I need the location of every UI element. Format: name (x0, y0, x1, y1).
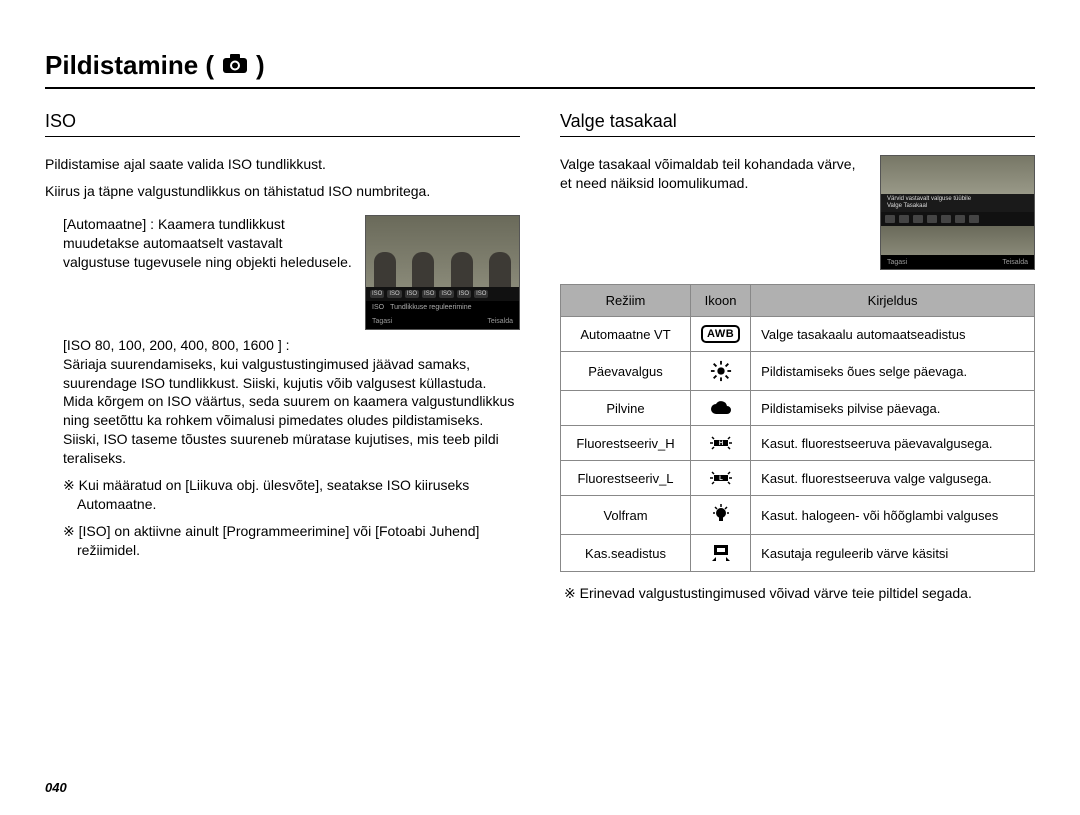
desc-cell: Kasut. fluorestseeruva päevavalgusega. (751, 426, 1035, 461)
iso-note-2: ※ [ISO] on aktiivne ainult [Programmeeri… (63, 522, 520, 560)
mode-cell: Volfram (561, 496, 691, 535)
svg-text:L: L (719, 476, 723, 482)
icon-cell (691, 352, 751, 391)
wb-shot-line2: Valge Tasakaal (887, 203, 1028, 210)
table-row: Pilvine Pildistamiseks pilvise päevaga. (561, 391, 1035, 426)
th-icon: Ikoon (691, 285, 751, 317)
table-row: Fluorestseeriv_L L Kasut. fluorestseeruva … (561, 461, 1035, 496)
desc-cell: Kasut. fluorestseeruva valge valgusega. (751, 461, 1035, 496)
cloud-icon (709, 399, 733, 417)
table-header-row: Režiim Ikoon Kirjeldus (561, 285, 1035, 317)
iso-shot-caption: Tundlikkuse reguleerimine (390, 304, 471, 311)
icon-cell (691, 391, 751, 426)
title-suffix: ) (256, 50, 265, 81)
table-row: Automaatne VT AWB Valge tasakaalu automaat… (561, 317, 1035, 352)
mode-cell: Pilvine (561, 391, 691, 426)
fluor-l-icon: L (708, 469, 734, 487)
wb-shot-back: Tagasi (887, 259, 907, 266)
iso-note-1: ※ Kui määratud on [Liikuva obj. ülesvõte… (63, 476, 520, 514)
wb-footnote: ※ Erinevad valgustustingimused võivad vä… (564, 584, 1035, 603)
wb-heading: Valge tasakaal (560, 111, 1035, 137)
wb-shot-line1: Värvid vastavalt valguse tüübile (887, 196, 1028, 203)
wb-intro: Valge tasakaal võimaldab teil kohandada … (560, 155, 868, 262)
bulb-icon (711, 504, 731, 526)
table-row: Kas.seadistus Kasutaja reguleerib värve k… (561, 535, 1035, 572)
icon-cell: L (691, 461, 751, 496)
fluor-h-icon: H (708, 434, 734, 452)
mode-cell: Kas.seadistus (561, 535, 691, 572)
iso-range-label: [ISO 80, 100, 200, 400, 800, 1600 ] : (63, 336, 520, 355)
iso-heading: ISO (45, 111, 520, 137)
iso-range-desc: Säriaja suurendamiseks, kui valgustustin… (63, 355, 520, 468)
title-prefix: Pildistamine ( (45, 50, 214, 81)
iso-intro-2: Kiirus ja täpne valgustundlikkus on tähi… (45, 182, 520, 201)
iso-shot-label: ISO (372, 304, 384, 311)
sun-icon (710, 360, 732, 382)
desc-cell: Pildistamiseks pilvise päevaga. (751, 391, 1035, 426)
mode-cell: Päevavalgus (561, 352, 691, 391)
desc-cell: Kasutaja reguleerib värve käsitsi (751, 535, 1035, 572)
icon-cell (691, 496, 751, 535)
icon-cell: AWB (691, 317, 751, 352)
icon-cell (691, 535, 751, 572)
camera-icon (222, 50, 248, 81)
svg-text:H: H (718, 441, 722, 447)
iso-screenshot: ISOISOISOISOISOISOISO ISO Tundlikkuse re… (365, 215, 520, 330)
desc-cell: Kasut. halogeen- või hõõglambi valguses (751, 496, 1035, 535)
table-row: Volfram Kasut. halogeen- või hõõglambi va… (561, 496, 1035, 535)
table-row: Päevavalgus Pildistamiseks õues selge päe… (561, 352, 1035, 391)
iso-shot-back: Tagasi (372, 318, 392, 325)
wb-shot-move: Teisalda (1002, 259, 1028, 266)
th-mode: Režiim (561, 285, 691, 317)
wb-table: Režiim Ikoon Kirjeldus Automaatne VT AWB V… (560, 284, 1035, 572)
desc-cell: Valge tasakaalu automaatseadistus (751, 317, 1035, 352)
desc-cell: Pildistamiseks õues selge päevaga. (751, 352, 1035, 391)
iso-range-block: [ISO 80, 100, 200, 400, 800, 1600 ] : Sä… (63, 336, 520, 468)
iso-intro-1: Pildistamise ajal saate valida ISO tundl… (45, 155, 520, 174)
iso-auto-block: [Automaatne] : Kaamera tundlikkust muude… (63, 215, 353, 330)
th-desc: Kirjeldus (751, 285, 1035, 317)
icon-cell: H (691, 426, 751, 461)
iso-auto-label: [Automaatne] : (63, 216, 154, 232)
awb-icon: AWB (701, 325, 740, 343)
wb-screenshot: Värvid vastavalt valguse tüübile Valge T… (880, 155, 1035, 270)
mode-cell: Fluorestseeriv_H (561, 426, 691, 461)
wb-section: Valge tasakaal Valge tasakaal võimaldab … (560, 111, 1035, 603)
page-number: 040 (45, 780, 67, 795)
table-row: Fluorestseeriv_H H Kasut. fluorestseeruva … (561, 426, 1035, 461)
custom-icon (710, 543, 732, 563)
iso-shot-move: Teisalda (487, 318, 513, 325)
iso-section: ISO Pildistamise ajal saate valida ISO t… (45, 111, 520, 603)
page-title: Pildistamine ( ) (45, 50, 1035, 89)
mode-cell: Fluorestseeriv_L (561, 461, 691, 496)
mode-cell: Automaatne VT (561, 317, 691, 352)
